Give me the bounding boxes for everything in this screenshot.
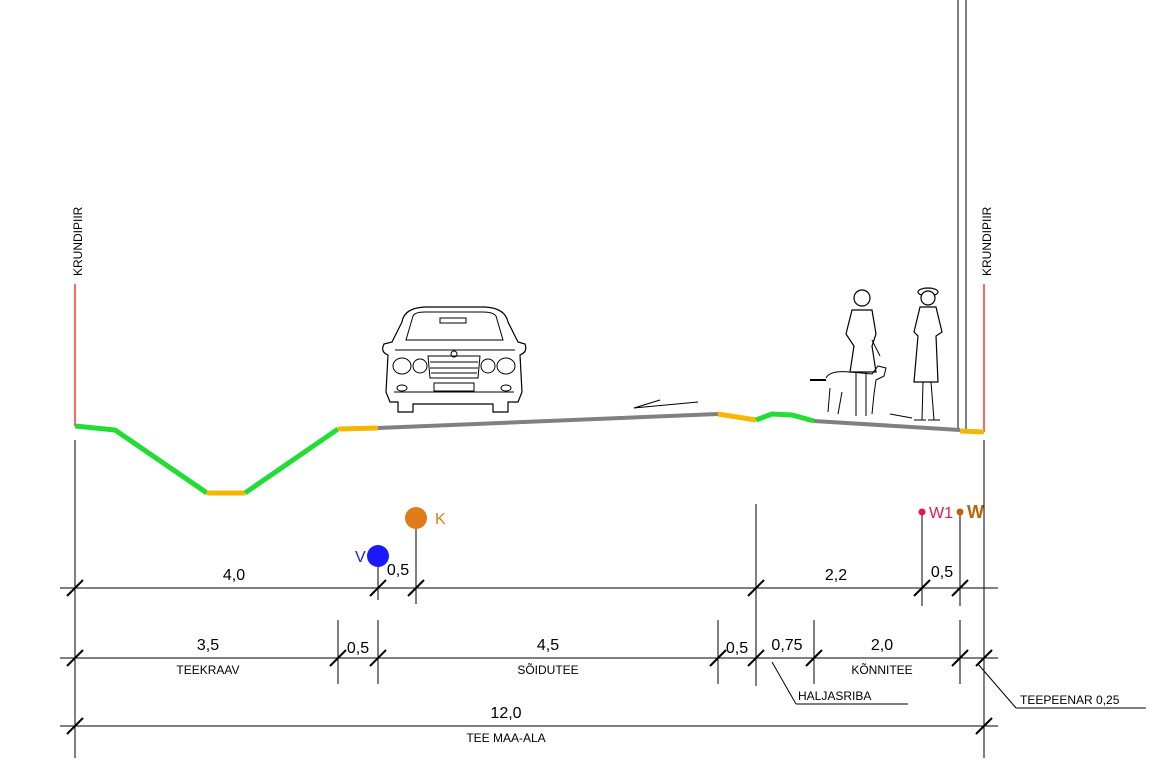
dimension-row-2: 3,5 TEEKRAAV 0,5 4,5 SÕIDUTEE 0,5 0,75 2…: [60, 637, 998, 677]
utility-water: V: [355, 545, 389, 600]
dim-row2-3-name: SÕIDUTEE: [517, 662, 578, 677]
utility-w: W: [956, 502, 984, 606]
dimension-row-3: 12,0 TEE MAA-ALA: [60, 705, 998, 745]
utility-pole: [957, 0, 967, 430]
slope-arrow: [633, 399, 699, 409]
callout-shoulder-label: TEEPEENAR 0,25: [1020, 693, 1120, 707]
ditch-slope-left: [74, 423, 209, 496]
utility-w-label: W: [967, 502, 984, 522]
dim-row2-6-name: KÕNNITEE: [851, 662, 912, 677]
sidewalk: [813, 419, 961, 432]
dim-row1-4: 0,5: [931, 564, 953, 581]
dim-row1-1: 4,0: [223, 567, 245, 584]
boundary-label-right: KRUNDIPIIR: [980, 206, 994, 276]
dim-row2-3: 4,5: [537, 637, 559, 654]
dim-row2-4: 0,5: [726, 640, 748, 657]
dim-row2-1-name: TEEKRAAV: [176, 663, 239, 677]
utility-water-label: V: [355, 549, 366, 566]
boundary-label-left: KRUNDIPIIR: [71, 206, 85, 276]
callout-grass-strip-label: HALJASRIBA: [798, 689, 871, 703]
carriageway: [377, 412, 719, 430]
dim-row2-5: 0,75: [771, 637, 802, 654]
verge: [959, 428, 985, 435]
pedestrians-illustration: [810, 287, 943, 421]
dim-row3-total: 12,0: [490, 705, 521, 722]
ditch-slope-right: [243, 426, 340, 496]
car-illustration: [382, 306, 527, 413]
callout-grass-strip: HALJASRIBA: [771, 661, 908, 705]
boundary-right: KRUNDIPIIR: [980, 206, 994, 432]
grass-strip: [755, 411, 815, 424]
ground-profile: [74, 411, 985, 496]
utility-sewer-label: K: [435, 511, 446, 528]
dim-row2-1: 3,5: [197, 637, 219, 654]
dim-row2-2: 0,5: [347, 640, 369, 657]
callout-shoulder: TEEPEENAR 0,25: [977, 663, 1146, 709]
road-shoulder-left: [337, 425, 379, 432]
dim-row1-3: 2,2: [825, 567, 847, 584]
utility-w1: W1: [918, 505, 953, 606]
boundary-left: KRUNDIPIIR: [71, 206, 85, 426]
dimension-row-1: 4,0 0,5 2,2 0,5: [60, 562, 998, 597]
utility-w1-label: W1: [929, 505, 953, 522]
extension-lines: [74, 440, 985, 758]
utility-sewer: K: [405, 507, 446, 604]
dim-row1-2: 0,5: [387, 562, 409, 579]
dim-row3-total-name: TEE MAA-ALA: [466, 731, 545, 745]
dim-row2-6: 2,0: [871, 637, 893, 654]
road-shoulder-right: [717, 411, 757, 423]
